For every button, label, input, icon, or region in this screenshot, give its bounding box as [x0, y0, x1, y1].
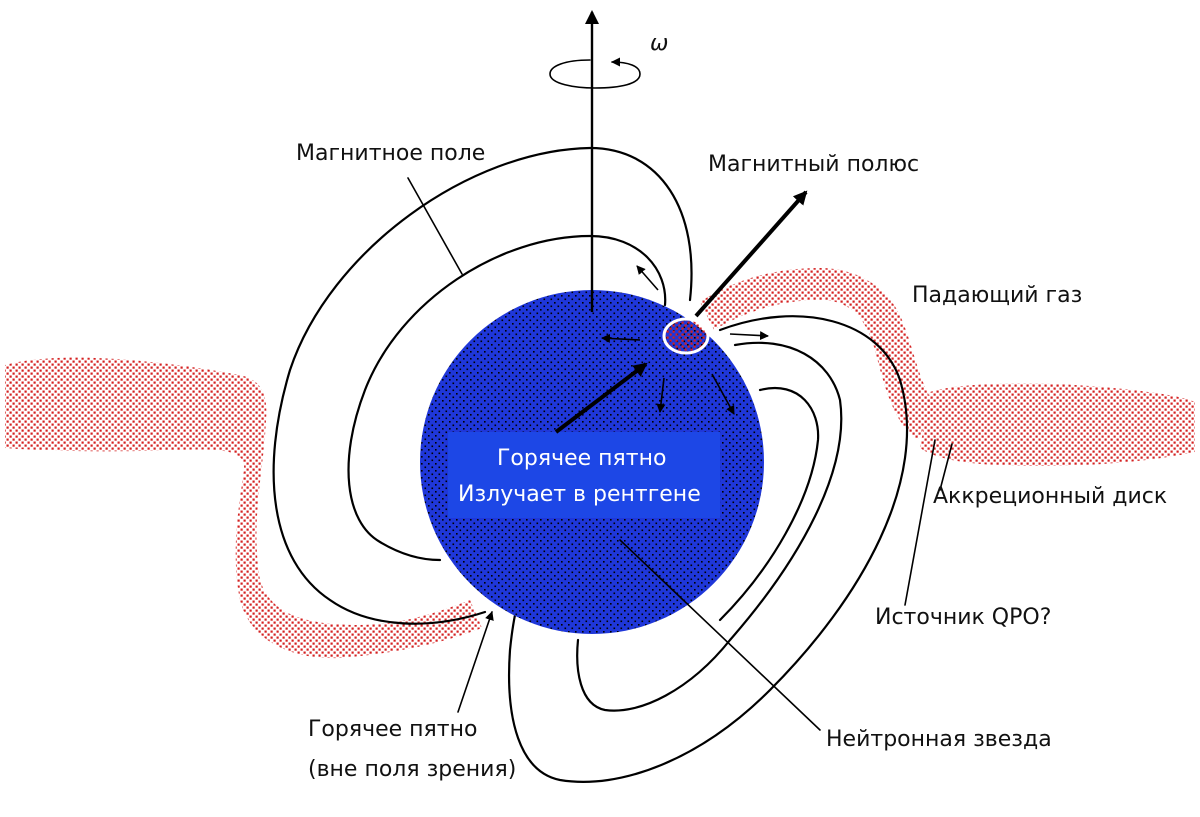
rotation-direction-arrow: [549, 57, 641, 89]
field-arrow-up: [636, 265, 659, 291]
hot-spot-direction-arrow: [554, 362, 648, 434]
accretion-disk-left: [5, 357, 482, 659]
magnetic-field-line-outer-upper: [272, 146, 693, 625]
infalling-gas-stream: [700, 268, 935, 440]
magnetic-field-line-outer-lower: [508, 315, 909, 783]
hot-spot-label-line2: Излучает в рентгене: [458, 482, 701, 507]
field-arrow-right: [729, 331, 769, 341]
leader-hot-spot-hidden: [457, 611, 494, 713]
hot-spot-hidden-label-line1: Горячее пятно: [308, 717, 478, 742]
field-arrow-down: [656, 377, 666, 413]
magnetic-field-line-inner-lower: [576, 341, 843, 712]
leader-qpo-source: [904, 439, 936, 606]
accretion-disk-right: [920, 383, 1195, 466]
accretion-disk-label: Аккреционный диск: [933, 484, 1168, 509]
magnetic-pole-label: Магнитный полюс: [708, 152, 920, 177]
qpo-source-label: Источник QPO?: [875, 605, 1052, 630]
field-arrow-down-right: [711, 373, 735, 415]
hot-spot-label-line1: Горячее пятно: [497, 446, 667, 471]
field-arrow-left: [601, 333, 641, 343]
omega-label: ω: [650, 31, 669, 56]
magnetic-field-line-middle-lower: [718, 387, 820, 622]
magnetic-pole-axis: [694, 190, 808, 318]
hot-spot-hidden-label-line2: (вне поля зрения): [308, 757, 517, 782]
neutron-star-label: Нейтронная звезда: [826, 727, 1052, 752]
leader-magnetic-field: [407, 177, 463, 275]
leader-neutron-star: [619, 539, 821, 731]
polar-cap-hot-spot: [662, 317, 710, 355]
hot-spot-label-band: [448, 432, 720, 518]
leader-accretion-disk: [939, 443, 953, 491]
magnetic-field-line-inner-upper: [347, 234, 667, 562]
infalling-gas-label: Падающий газ: [912, 283, 1083, 308]
magnetic-field-label: Магнитное поле: [296, 141, 486, 166]
